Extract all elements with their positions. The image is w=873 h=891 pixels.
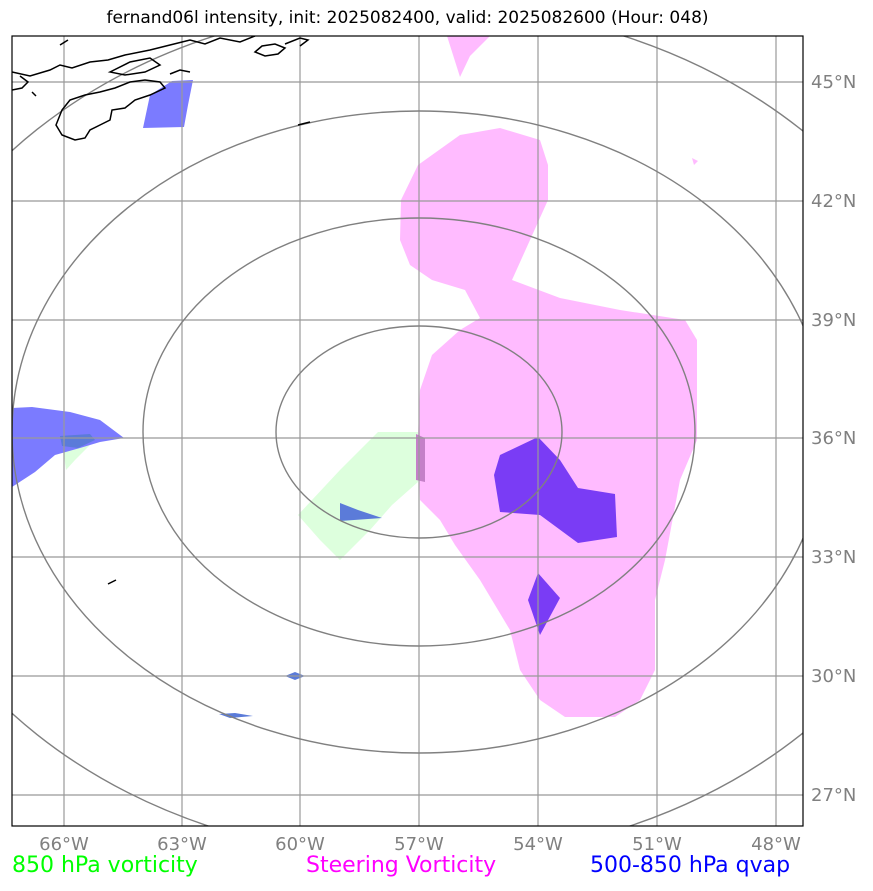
steering-vorticity-region: [692, 158, 698, 165]
legend-qvap: 500-850 hPa qvap: [590, 853, 791, 878]
qvap-region: [143, 80, 193, 128]
qvap-region: [494, 437, 617, 543]
map-title: fernand06l intensity, init: 2025082400, …: [106, 8, 709, 28]
lat-label: 33°N: [811, 547, 856, 568]
lat-label: 39°N: [811, 310, 856, 331]
lat-label: 27°N: [811, 785, 856, 806]
lat-label: 45°N: [811, 72, 856, 93]
qvap-region: [528, 573, 560, 635]
legend-steering-vorticity: Steering Vorticity: [306, 853, 497, 878]
lat-label: 30°N: [811, 666, 856, 687]
longitude-labels: 66°W 63°W 60°W 57°W 54°W 51°W 48°W: [39, 834, 801, 855]
coastlines: [12, 36, 311, 585]
qvap-region: [219, 713, 253, 718]
lon-label: 60°W: [275, 834, 325, 855]
lon-label: 51°W: [632, 834, 682, 855]
lon-label: 63°W: [157, 834, 207, 855]
parallel-gridlines: [12, 81, 803, 796]
qvap-region: [416, 434, 425, 482]
lon-label: 54°W: [513, 834, 563, 855]
steering-vorticity-region: [400, 128, 697, 717]
plot-frame: [11, 35, 804, 827]
vorticity-850-region: [298, 432, 418, 560]
qvap-region: [12, 407, 124, 487]
legend-vorticity-850: 850 hPa vorticity: [12, 853, 198, 878]
lat-label: 42°N: [811, 191, 856, 212]
distance-rings: [12, 36, 803, 826]
qvap-region: [340, 503, 382, 521]
latitude-labels: 45°N 42°N 39°N 36°N 33°N 30°N 27°N: [811, 72, 856, 806]
meridian-gridlines: [63, 36, 777, 826]
lat-label: 36°N: [811, 428, 856, 449]
lon-label: 48°W: [751, 834, 801, 855]
qvap-region: [60, 434, 95, 448]
lon-label: 66°W: [39, 834, 89, 855]
steering-vorticity-region: [447, 36, 490, 77]
lon-label: 57°W: [394, 834, 444, 855]
